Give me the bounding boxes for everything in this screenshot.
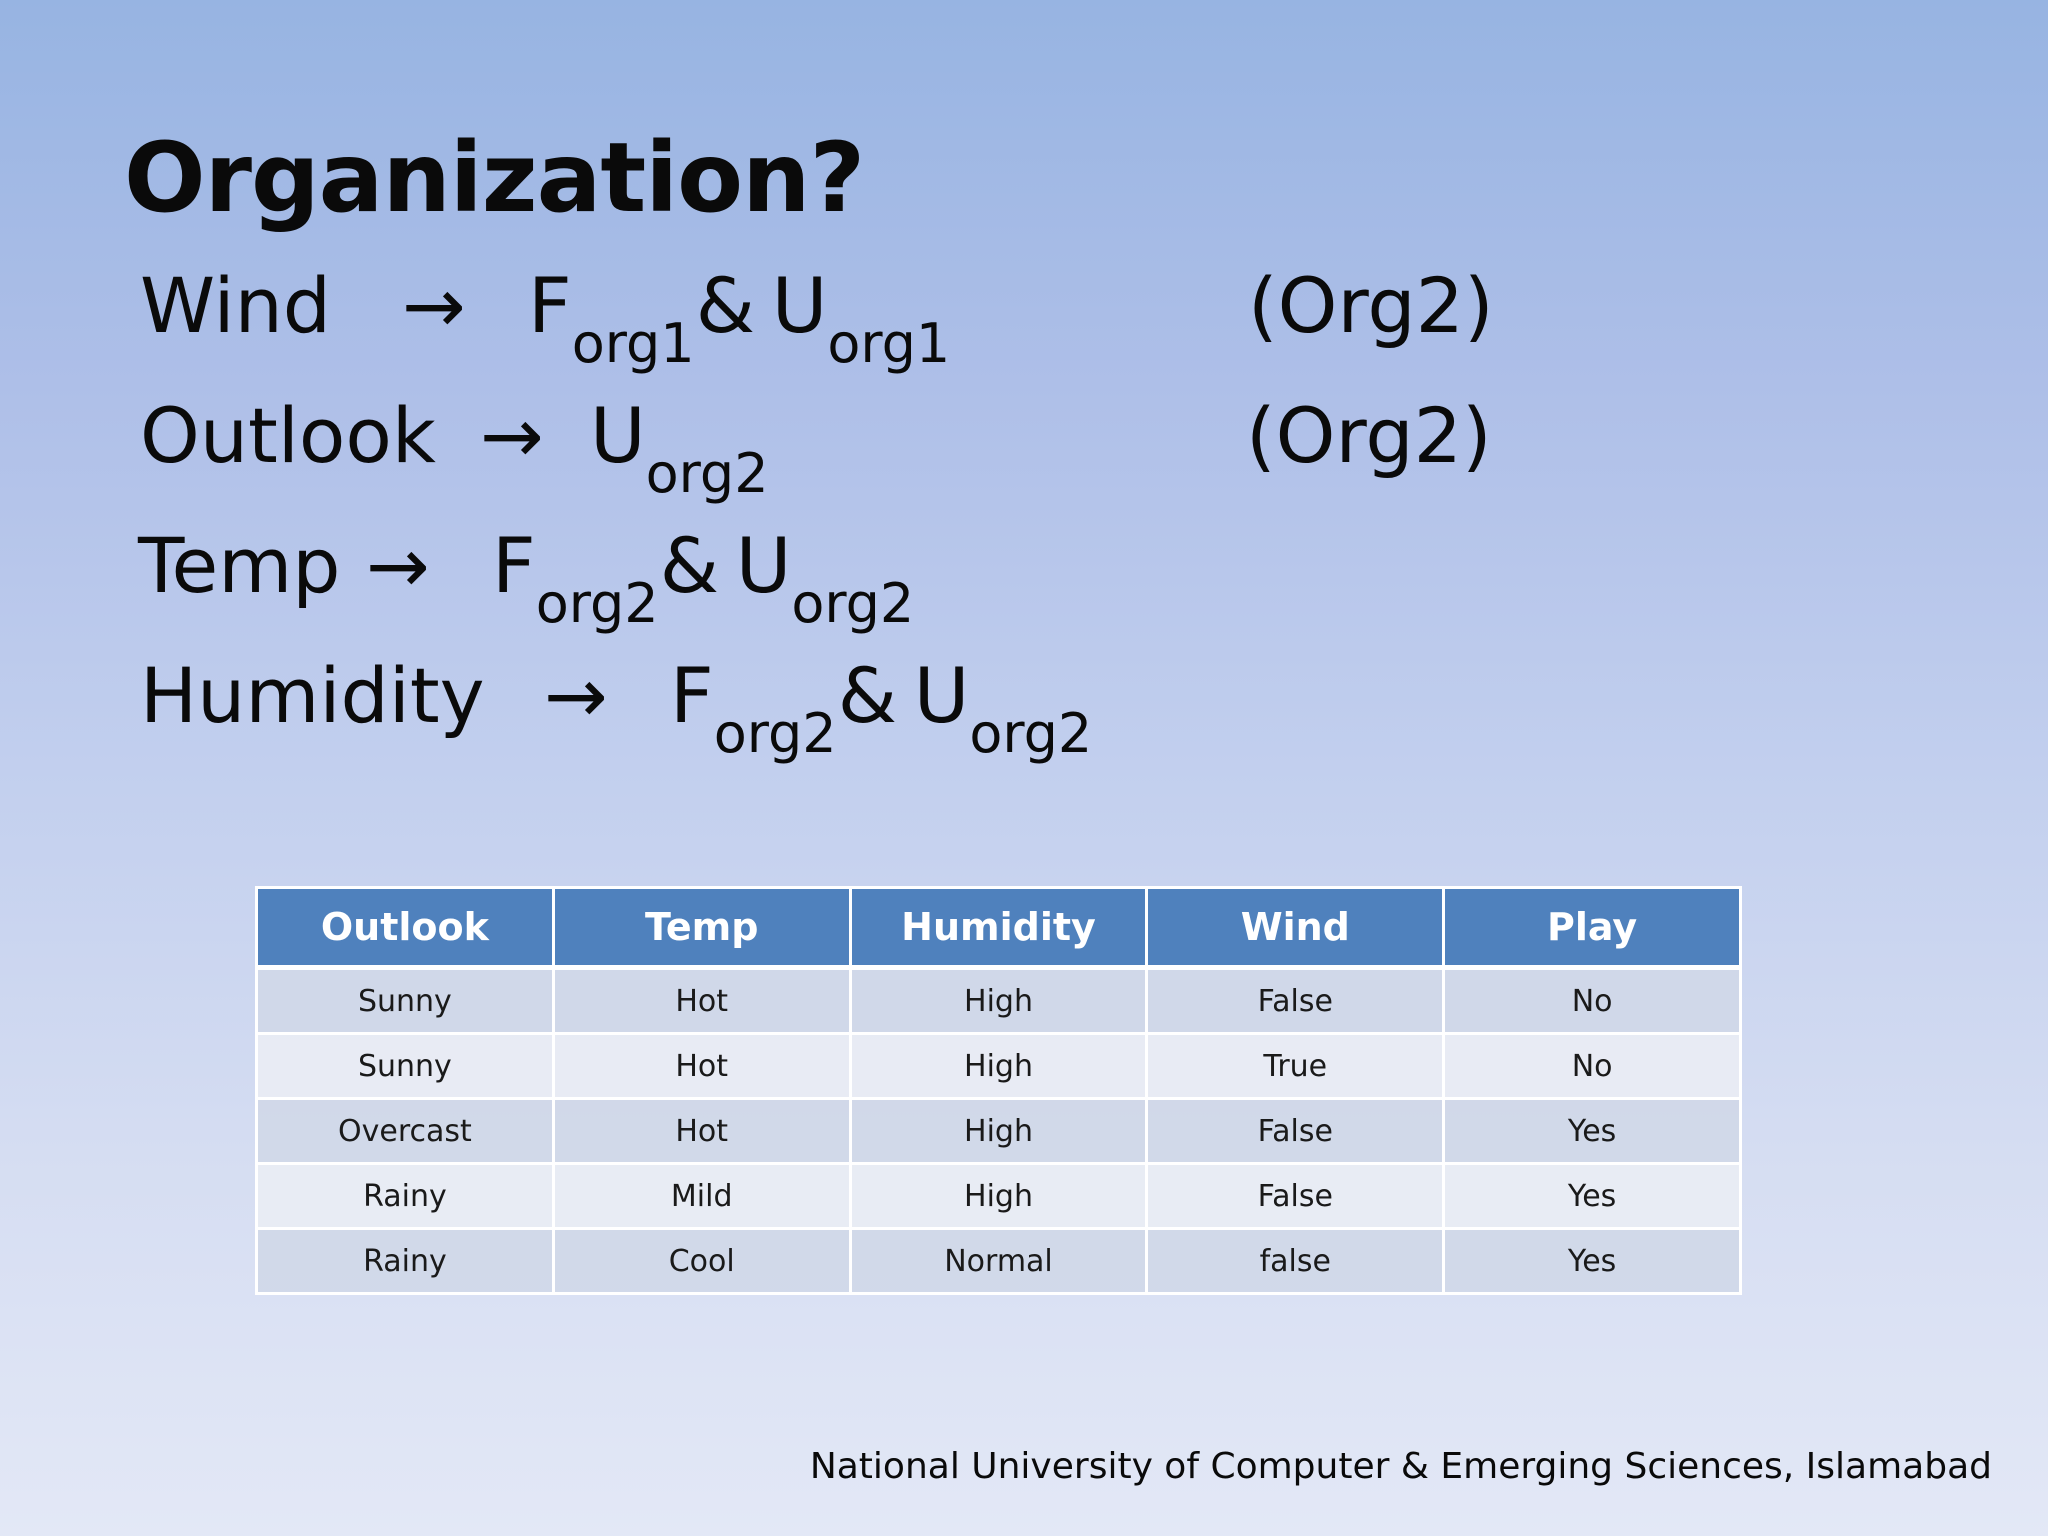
rule-attribute: Wind (140, 261, 332, 350)
table-cell: Sunny (255, 1032, 555, 1100)
rule-f: F (528, 261, 572, 350)
table-cell: High (848, 1032, 1149, 1100)
rule-arrow: → (366, 521, 430, 610)
rule-ampersand: & (837, 651, 897, 740)
rule-outlook-note: (Org2) (1246, 391, 1492, 480)
rule-humidity: Humidity → Forg2& Uorg2 (140, 648, 1092, 761)
column-header-humidity: Humidity (848, 886, 1149, 970)
table-header-row: Outlook Temp Humidity Wind Play (255, 886, 1742, 970)
table-cell: Cool (551, 1227, 852, 1295)
table-row: Rainy Mild High False Yes (255, 1162, 1742, 1230)
table-row: Rainy Cool Normal false Yes (255, 1227, 1742, 1295)
table-row: Sunny Hot High False No (255, 966, 1742, 1035)
rule-arrow: → (544, 651, 608, 740)
column-header-outlook: Outlook (255, 886, 555, 970)
rule-outlook: Outlook → Uorg2 (140, 388, 769, 501)
table-cell: Hot (551, 1097, 852, 1165)
rule-attribute: Temp (138, 521, 341, 610)
table-cell: Yes (1442, 1097, 1742, 1165)
rule-attribute: Humidity (140, 651, 485, 740)
table-cell: Normal (848, 1227, 1149, 1295)
weather-data-table: Outlook Temp Humidity Wind Play Sunny Ho… (255, 886, 1742, 1295)
table-cell: False (1145, 1097, 1446, 1165)
table-cell: High (848, 1162, 1149, 1230)
rule-f: F (670, 651, 714, 740)
rule-u: U (735, 521, 792, 610)
rule-f: F (492, 521, 536, 610)
rule-arrow: → (402, 261, 466, 350)
rule-wind: Wind → Forg1& Uorg1 (140, 258, 950, 371)
column-header-play: Play (1442, 886, 1742, 970)
rule-temp: Temp → Forg2& Uorg2 (138, 518, 914, 631)
table-cell: Hot (551, 1032, 852, 1100)
table-cell: Mild (551, 1162, 852, 1230)
table-cell: Rainy (255, 1162, 555, 1230)
rule-arrow: → (480, 391, 544, 480)
table-cell: Rainy (255, 1227, 555, 1295)
rule-ampersand: & (695, 261, 755, 350)
table-cell: false (1145, 1227, 1446, 1295)
rule-wind-note: (Org2) (1248, 261, 1494, 350)
slide-title: Organization? (124, 122, 865, 234)
column-header-temp: Temp (551, 886, 852, 970)
table-cell: Overcast (255, 1097, 555, 1165)
rule-ampersand: & (659, 521, 719, 610)
table-row: Overcast Hot High False Yes (255, 1097, 1742, 1165)
table-cell: True (1145, 1032, 1446, 1100)
rule-u: U (590, 391, 646, 480)
table-cell: No (1442, 1032, 1742, 1100)
table-cell: High (848, 1097, 1149, 1165)
rule-u: U (771, 261, 828, 350)
table-cell: High (848, 966, 1149, 1035)
table-cell: Yes (1442, 1227, 1742, 1295)
table-cell: Hot (551, 966, 852, 1035)
column-header-wind: Wind (1145, 886, 1446, 970)
slide-footer: National University of Computer & Emergi… (809, 1446, 1992, 1487)
table-cell: False (1145, 1162, 1446, 1230)
table-cell: Sunny (255, 966, 555, 1035)
table-cell: No (1442, 966, 1742, 1035)
table-cell: Yes (1442, 1162, 1742, 1230)
table-cell: False (1145, 966, 1446, 1035)
table-row: Sunny Hot High True No (255, 1032, 1742, 1100)
rule-u: U (913, 651, 970, 740)
rule-attribute: Outlook (140, 391, 436, 480)
